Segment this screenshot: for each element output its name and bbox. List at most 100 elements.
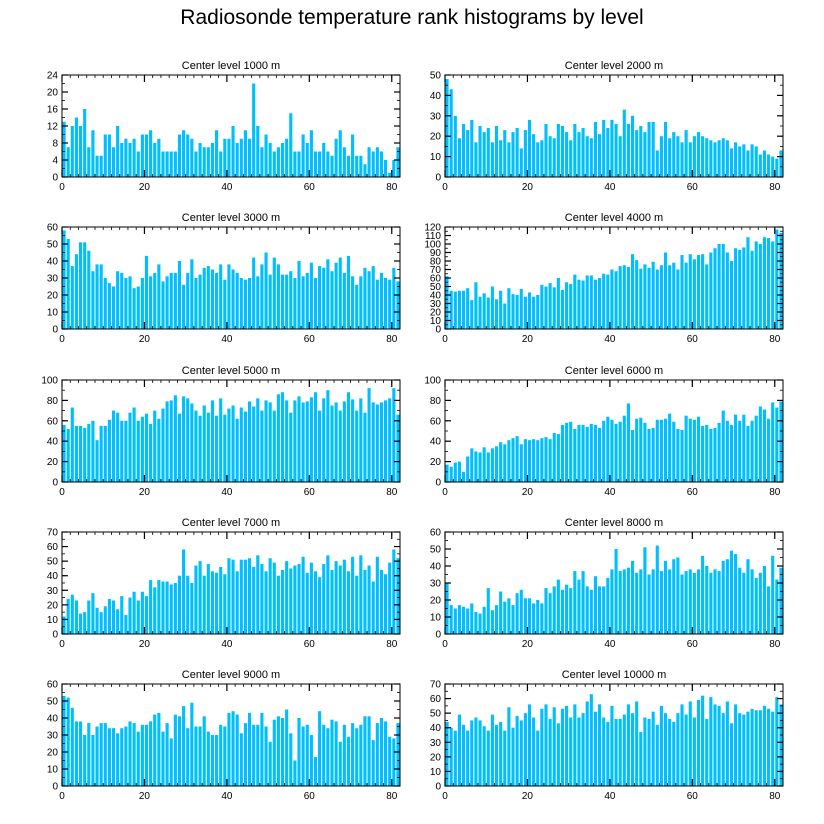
histogram-bar [375,556,379,634]
histogram-bar [569,588,573,634]
histogram-bar [190,138,194,177]
histogram-bar [289,271,293,329]
histogram-bar [78,613,83,634]
histogram-bar [734,142,738,177]
histogram-bar [124,420,128,482]
histogram-bar [186,398,190,482]
histogram-bar [494,126,499,177]
histogram-bar [351,134,355,177]
histogram-bar [313,571,318,634]
histogram-bar [305,272,309,329]
histogram-bar [297,151,301,177]
histogram-bar [552,138,556,177]
histogram-bar [701,136,705,177]
histogram-bar [709,697,713,786]
histogram-bar [342,559,346,634]
histogram-bar [66,428,70,482]
histogram-bar [128,276,132,329]
histogram-bar [169,584,173,634]
histogram-bar [301,556,305,634]
histogram-bar [66,147,70,177]
histogram-bar [128,721,132,786]
histogram-bar [758,710,762,786]
histogram-bar [552,287,556,329]
histogram-bar [560,289,565,329]
histogram-bar [169,738,173,786]
histogram-bar [66,599,70,634]
histogram-bar [161,151,165,177]
histogram-bar [598,134,602,177]
histogram-bar [169,272,173,329]
histogram-bar [227,138,231,177]
histogram-bar [750,569,754,634]
y-tick-label: 30 [430,579,442,590]
histogram-bar [598,704,602,786]
histogram-bar [503,444,507,482]
histogram-bar [355,155,359,177]
histogram-bar [144,255,149,329]
histogram-bar [482,447,486,482]
histogram-bar [165,581,169,634]
histogram-bar [194,410,198,482]
histogram-bar [62,616,66,634]
histogram-bar [581,424,585,482]
histogram-bar [215,130,219,177]
y-tick-label: 20 [47,748,59,759]
histogram-bar [363,569,367,634]
histogram-bar [322,564,326,634]
y-tick-label: 0 [435,630,441,641]
histogram-bar [680,255,684,329]
histogram-bar [111,728,116,786]
y-tick-label: 40 [47,437,59,448]
histogram-bar [494,299,499,329]
histogram-bar [573,704,577,786]
histogram-bar [474,451,478,482]
histogram-bar [280,718,285,786]
histogram-bar [474,142,478,177]
histogram-bar [626,123,630,177]
histogram-bar [490,448,494,482]
x-tick-label: 0 [59,639,65,650]
histogram-bar [239,559,243,634]
histogram-bar [128,143,132,177]
histogram-bar [182,130,186,177]
histogram-bar [684,262,688,329]
x-tick-label: 20 [522,334,534,345]
histogram-bar [140,724,144,786]
histogram-bar [351,556,355,634]
histogram-bar [78,126,83,177]
histogram-bar [486,128,490,177]
x-tick-label: 20 [522,487,534,498]
histogram-bar [62,424,66,482]
histogram-bar [639,732,643,786]
x-tick-label: 80 [386,639,398,650]
histogram-bar [606,128,610,177]
histogram-bar [499,721,503,786]
histogram-bar [630,429,635,482]
histogram-bar [99,425,103,482]
histogram-bar [338,130,342,177]
histogram-bar [466,288,470,329]
histogram-bar [318,266,322,329]
histogram-bar [655,724,659,786]
histogram-bar [375,279,379,329]
histogram-bar [746,425,750,482]
histogram-bar [655,545,659,634]
histogram-bar [285,400,289,482]
histogram-bar [639,126,643,177]
histogram-bar [729,148,734,177]
histogram-bar [466,130,470,177]
histogram-bar [280,392,285,482]
histogram-bar [775,579,779,634]
histogram-bar [540,708,544,786]
histogram-bar [478,296,482,329]
histogram-bar [190,583,194,634]
histogram-bar [507,707,511,786]
histogram-bar [593,424,598,482]
x-tick-label: 40 [604,639,616,650]
histogram-bar [223,726,227,786]
histogram-bar [610,705,614,786]
histogram-bar [173,714,177,786]
histogram-bar [264,571,268,634]
histogram-bar [74,721,78,786]
